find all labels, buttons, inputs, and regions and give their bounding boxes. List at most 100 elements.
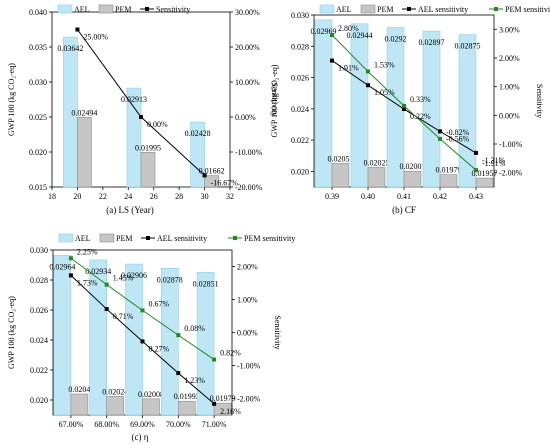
bar-pem	[367, 167, 386, 188]
bar-label-pem: 0.01662	[199, 167, 225, 176]
legend-label: PEM	[116, 234, 132, 243]
y-axis-label: GWP 100 (kg CO₂-eq)	[270, 64, 279, 137]
x-tick-label: 70.00%	[166, 420, 191, 429]
bar-label-pem: 0.02025	[364, 158, 390, 167]
x-tick-label: 71.00%	[202, 420, 227, 429]
line-point	[140, 339, 145, 344]
legend: AEL PEM AEL sensitivity PEM sensitivity	[58, 233, 295, 243]
legend-label: AEL sensitivity	[418, 5, 468, 14]
bar-ael	[190, 121, 205, 188]
y2-axis-label: Sensitivity	[273, 315, 282, 349]
bar-label-ael: 0.02897	[419, 38, 445, 47]
bar-pem	[140, 152, 156, 188]
x-tick-label: 0.42	[433, 192, 447, 201]
bar-label-ael: 0.02944	[347, 31, 373, 40]
y-tick-label: 0.015	[29, 183, 47, 192]
x-tick-label: 0.41	[397, 192, 411, 201]
legend-label: PEM sensitivity	[244, 234, 295, 243]
y2-tick-label: 2.00%	[237, 263, 258, 272]
y2-tick-label: -10.00%	[235, 148, 263, 157]
bar-pem	[142, 398, 160, 416]
x-tick-label: 0.40	[361, 192, 375, 201]
line-label: 2.80%	[338, 24, 359, 33]
y2-axis-label: Sensitivity	[270, 82, 279, 116]
bar-ael	[350, 23, 369, 188]
bar-label-ael: 0.02428	[185, 129, 211, 138]
bar-pem	[77, 117, 92, 188]
legend-marker	[407, 7, 411, 11]
x-tick-label: 24	[124, 192, 132, 201]
line-point	[68, 273, 73, 278]
y2-tick-label: 30.00%	[235, 8, 260, 17]
y-axis-label: GWP 100 (kg CO₂-eq)	[7, 63, 16, 136]
bar-pem	[475, 177, 494, 188]
panel-a: 0.015 0.020 0.025 0.030 0.035 0.040 -20.00% -10…	[7, 4, 279, 215]
bar-label-pem: 0.01992	[174, 392, 200, 401]
bar-pem	[106, 396, 124, 416]
bar-ael	[196, 272, 215, 416]
x-tick-label: 28	[175, 192, 183, 201]
legend-swatch	[99, 233, 115, 243]
line-label: 0.33%	[410, 95, 431, 104]
bar-label-ael: 0.03642	[57, 44, 83, 53]
y-tick-label: 0.035	[29, 43, 47, 52]
bar-label-pem: 0.0204	[68, 385, 90, 394]
legend-marker	[145, 7, 149, 11]
bar-label-pem: 0.02008	[138, 390, 164, 399]
bar-ael	[63, 36, 78, 188]
line-point	[75, 27, 80, 32]
legend-swatch	[360, 4, 376, 14]
bar-label-ael: 0.02906	[121, 271, 147, 280]
y2-tick-label: 1.00%	[499, 83, 520, 92]
y2-tick-label: -2.00%	[499, 169, 523, 178]
line-point	[68, 256, 73, 261]
line-point	[176, 333, 181, 338]
legend-label: PEM sensitivity	[505, 5, 550, 14]
x-tick-label: 18	[48, 192, 56, 201]
line-point	[212, 357, 217, 362]
y2-tick-label: 0.00%	[499, 111, 520, 120]
bar-label-ael: 0.02913	[121, 95, 147, 104]
y-tick-label: 0.024	[291, 105, 309, 114]
legend-marker	[494, 7, 498, 11]
panel-caption: (b) CF	[392, 205, 416, 215]
y-tick-label: 0.020	[291, 167, 309, 176]
y-tick-label: 0.022	[291, 136, 309, 145]
line-point	[202, 173, 207, 178]
x-tick-label: 67.00%	[59, 420, 84, 429]
bar-pem	[439, 174, 458, 188]
bar-pem	[70, 393, 89, 416]
y-tick-label: 0.024	[30, 336, 48, 345]
y-tick-label: 0.030	[291, 11, 309, 20]
legend: AEL PEM Sensitivity	[57, 4, 190, 14]
line-point	[176, 371, 181, 376]
panel-caption: (c) η	[132, 432, 149, 442]
bar-label-ael: 0.02934	[85, 267, 111, 276]
legend-swatch	[319, 4, 335, 14]
line-point	[438, 136, 442, 141]
line-label: -0.82%	[446, 128, 470, 137]
legend-swatch	[98, 4, 114, 14]
y2-tick-label: 10.00%	[235, 78, 260, 87]
line-point	[140, 308, 145, 313]
bar-pem	[403, 170, 422, 188]
x-tick-label: 22	[99, 192, 107, 201]
x-tick-label: 26	[150, 192, 158, 201]
y2-tick-label: -1.00%	[237, 362, 261, 371]
bar-pem	[213, 402, 232, 416]
y-tick-label: 0.040	[29, 8, 47, 17]
line-label: 2.16%	[220, 407, 241, 416]
x-tick-label: 68.00%	[94, 420, 119, 429]
line-label: -1.31%	[482, 156, 506, 165]
panel-b: 0.020 0.022 0.024 0.026 0.028 0.030 -2.00% -1.0…	[270, 4, 550, 215]
line-label: 1.73%	[77, 278, 98, 287]
y2-tick-label: -1.00%	[499, 140, 523, 149]
legend-swatch	[58, 233, 74, 243]
y-tick-label: 0.020	[30, 396, 48, 405]
line-point	[474, 150, 478, 155]
bar-ael	[422, 30, 441, 188]
legend-marker	[233, 236, 237, 240]
y2-axis-label: Sensitivity	[535, 84, 544, 118]
line-label: 2.25%	[77, 247, 98, 256]
bar-label-pem: 0.01979	[210, 394, 236, 403]
